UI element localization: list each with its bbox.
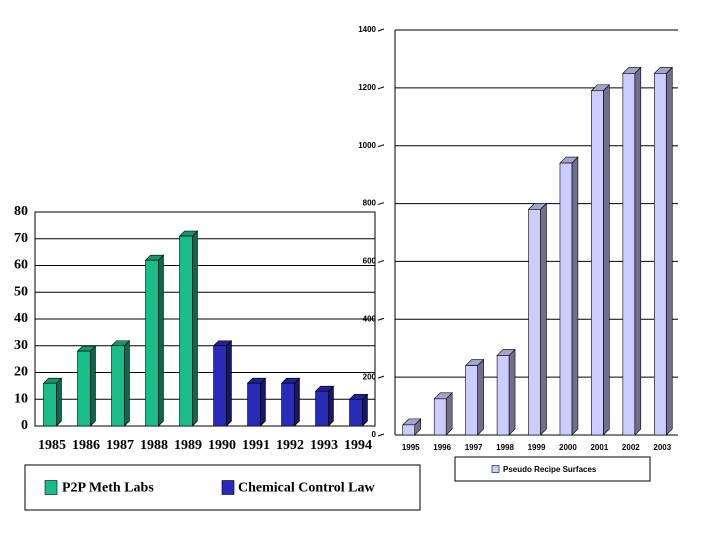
- x-tick-label: 2001: [590, 443, 608, 452]
- x-tick-label: 2000: [559, 443, 577, 452]
- bar: [622, 73, 636, 436]
- tick-mark: [377, 317, 385, 321]
- y-tick-label: 1400: [358, 25, 376, 34]
- x-tick-label: 1988: [140, 438, 168, 453]
- x-tick-label: 2002: [622, 443, 640, 452]
- bar-side: [634, 66, 642, 436]
- bar: [591, 90, 604, 436]
- legend-box: [454, 456, 651, 482]
- tick-mark: [377, 144, 385, 148]
- y-tick-label: 70: [14, 231, 28, 246]
- y-tick-label: 20: [14, 365, 28, 380]
- bar: [43, 382, 57, 427]
- bar-side: [665, 66, 673, 436]
- y-tick-label: 0: [21, 418, 28, 433]
- x-tick-label: 1997: [465, 443, 483, 452]
- y-tick-label: 50: [14, 284, 28, 299]
- x-tick-label: 1991: [242, 438, 270, 453]
- x-tick-label: 1996: [433, 443, 451, 452]
- bar: [528, 209, 541, 436]
- bar: [213, 345, 227, 427]
- y-tick-label: 30: [14, 338, 28, 353]
- bar-side: [90, 345, 96, 427]
- tick-mark: [377, 86, 385, 90]
- bar: [654, 73, 667, 436]
- bar-side: [124, 340, 130, 427]
- tick-mark: [377, 259, 385, 263]
- x-tick-label: 1995: [402, 443, 420, 452]
- bar-side: [294, 377, 300, 427]
- bar: [111, 345, 125, 427]
- bar: [433, 398, 447, 436]
- x-tick-label: 1994: [344, 438, 372, 453]
- bar: [402, 424, 415, 436]
- legend-swatch: [44, 480, 58, 495]
- y-tick-label: 60: [14, 258, 28, 273]
- y-tick-label: 0: [372, 430, 377, 439]
- bar: [349, 398, 363, 427]
- bar-side: [56, 377, 62, 427]
- x-tick-label: 1992: [276, 438, 304, 453]
- x-tick-label: 1985: [38, 438, 66, 453]
- x-tick-label: 1999: [528, 443, 546, 452]
- bar-side: [192, 230, 198, 427]
- tick-mark: [377, 433, 385, 437]
- bar: [315, 390, 329, 427]
- bar-side: [508, 348, 516, 436]
- bar-side: [226, 340, 232, 427]
- bar: [559, 162, 573, 436]
- tick-mark: [377, 28, 385, 32]
- y-tick-label: 800: [363, 199, 377, 208]
- legend-label: Pseudo Recipe Surfaces: [503, 465, 597, 474]
- y-tick-label: 10: [14, 391, 28, 406]
- x-tick-label: 2003: [653, 443, 671, 452]
- y-tick-label: 400: [363, 314, 377, 323]
- bar-side: [603, 84, 610, 436]
- bar-side: [158, 254, 164, 427]
- bar: [179, 235, 193, 427]
- tick-mark: [377, 202, 385, 206]
- x-tick-label: 1993: [310, 438, 338, 453]
- legend-swatch: [221, 480, 235, 495]
- tick-mark: [377, 375, 385, 379]
- bar-side: [362, 393, 368, 427]
- y-tick-label: 80: [14, 204, 28, 219]
- x-tick-label: 1986: [72, 438, 100, 453]
- bar-side: [571, 156, 579, 436]
- legend-label: Chemical Control Law: [238, 481, 376, 496]
- bar-side: [445, 392, 453, 436]
- y-tick-label: 200: [363, 372, 377, 381]
- y-tick-label: 1200: [358, 83, 376, 92]
- bar-side: [260, 377, 266, 427]
- y-tick-label: 600: [363, 257, 377, 266]
- bar-side: [328, 385, 334, 427]
- bar: [145, 259, 159, 427]
- x-tick-label: 1990: [208, 438, 236, 453]
- y-tick-label: 1000: [358, 141, 376, 150]
- bar-side: [540, 202, 547, 436]
- legend-box: [24, 464, 421, 511]
- x-tick-label: 1998: [496, 443, 514, 452]
- legend-label: P2P Meth Labs: [62, 481, 154, 496]
- bar: [496, 355, 510, 436]
- bar: [465, 365, 478, 436]
- bar: [281, 382, 295, 427]
- bar: [247, 382, 261, 427]
- x-tick-label: 1989: [174, 438, 202, 453]
- y-tick-label: 40: [14, 311, 28, 326]
- legend-swatch: [491, 465, 500, 473]
- bar-side: [477, 358, 484, 436]
- x-tick-label: 1987: [106, 438, 134, 453]
- bar: [77, 350, 91, 427]
